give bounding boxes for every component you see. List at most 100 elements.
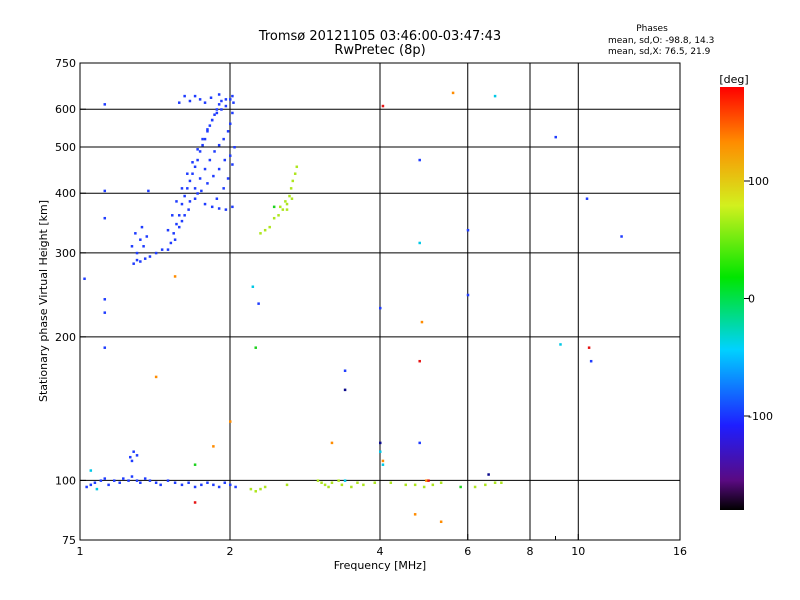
data-point — [231, 163, 234, 166]
y-axis-ticks: 75 100 200 300 400 500 600 750 — [55, 57, 86, 547]
data-point — [220, 99, 223, 103]
data-point — [159, 483, 162, 487]
data-point — [263, 228, 267, 232]
data-point — [143, 477, 147, 480]
data-point — [89, 469, 93, 472]
x-axis-ticks: 1 2 4 6 8 10 16 — [77, 534, 687, 558]
data-point — [196, 148, 199, 151]
data-point — [272, 205, 276, 209]
data-point — [233, 145, 236, 149]
data-point — [350, 485, 353, 489]
data-point — [193, 94, 197, 98]
data-point — [166, 479, 170, 482]
data-point — [343, 369, 347, 372]
data-point — [223, 158, 227, 162]
data-point — [177, 225, 181, 229]
data-point — [193, 197, 197, 200]
data-point — [177, 101, 181, 104]
data-point — [201, 137, 204, 141]
data-point — [381, 459, 385, 463]
x-axis-label: Frequency [MHz] — [334, 559, 426, 572]
data-point — [343, 388, 347, 392]
data-point — [381, 104, 385, 108]
data-point — [173, 275, 177, 278]
data-point — [362, 483, 365, 487]
x-tick-label: 4 — [377, 545, 384, 558]
y-tick-label: 100 — [55, 474, 76, 487]
data-point — [206, 128, 209, 131]
data-point — [187, 481, 190, 484]
data-point — [95, 487, 99, 491]
data-point — [154, 251, 158, 255]
data-point — [132, 262, 135, 265]
data-point — [224, 104, 228, 108]
data-point — [212, 174, 215, 178]
data-point — [180, 202, 184, 206]
data-point — [268, 225, 271, 229]
data-point — [493, 94, 497, 98]
data-point — [83, 277, 86, 281]
data-point — [337, 479, 340, 482]
data-point — [206, 130, 209, 133]
data-point — [200, 483, 203, 487]
data-point — [148, 479, 152, 482]
data-point — [183, 194, 186, 198]
data-point — [180, 187, 184, 190]
data-point — [229, 98, 232, 101]
data-point — [198, 177, 202, 180]
data-point — [212, 483, 215, 487]
data-point — [127, 479, 130, 482]
data-point — [379, 441, 382, 445]
data-point — [257, 302, 260, 305]
data-point — [431, 483, 435, 487]
data-point — [180, 219, 184, 223]
y-tick-label: 500 — [55, 141, 76, 154]
data-point — [183, 214, 186, 217]
data-point — [166, 248, 170, 251]
data-point — [112, 479, 116, 482]
data-point — [215, 111, 219, 115]
data-point — [208, 124, 212, 127]
data-point — [139, 481, 142, 484]
data-point — [107, 483, 110, 487]
data-point — [288, 194, 291, 198]
x-tick-label: 8 — [527, 545, 534, 558]
data-point — [420, 320, 424, 324]
data-point — [418, 441, 421, 445]
data-point — [316, 479, 320, 482]
data-point — [254, 346, 257, 349]
data-point — [259, 487, 262, 491]
data-point — [210, 205, 214, 209]
data-point — [154, 481, 158, 484]
data-point — [187, 208, 190, 211]
data-point — [224, 98, 228, 101]
y-tick-label: 400 — [55, 187, 76, 200]
data-point — [585, 197, 589, 200]
data-point — [103, 346, 107, 349]
data-point — [196, 158, 199, 162]
colorbar-label: [deg] — [719, 73, 748, 86]
data-point — [130, 459, 134, 463]
colorbar-ticks: 100 0 -100 — [744, 175, 773, 423]
data-point — [285, 483, 289, 487]
data-point — [203, 101, 207, 104]
data-point — [208, 158, 212, 162]
data-point — [132, 450, 135, 453]
data-point — [217, 167, 221, 171]
data-point — [130, 475, 134, 478]
data-point — [587, 346, 591, 349]
colorbar — [720, 87, 744, 510]
data-point — [180, 483, 184, 487]
data-point — [188, 179, 192, 183]
data-point — [143, 257, 147, 260]
data-point — [226, 177, 230, 180]
data-point — [356, 481, 359, 484]
data-point — [122, 477, 125, 480]
data-point — [413, 513, 417, 516]
data-point — [193, 485, 197, 489]
data-point — [231, 94, 234, 98]
data-point — [229, 420, 232, 423]
data-point — [379, 450, 382, 453]
data-point — [103, 103, 107, 106]
